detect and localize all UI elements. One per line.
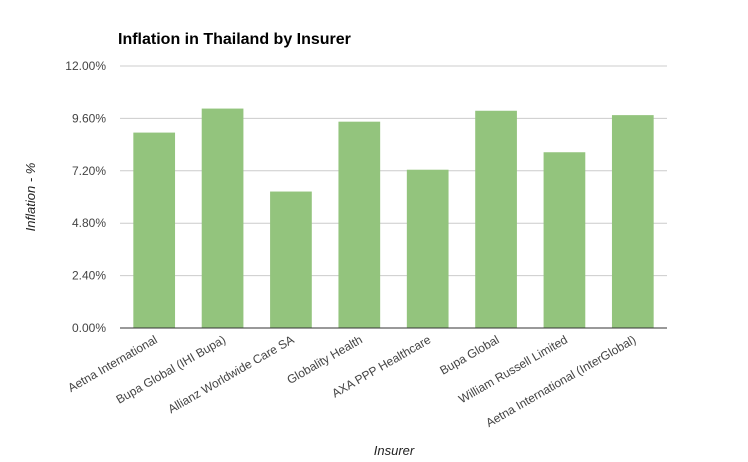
x-tick-label: Bupa Global (437, 332, 501, 377)
bar (270, 191, 312, 328)
bar (543, 152, 586, 328)
chart-title: Inflation in Thailand by Insurer (118, 31, 351, 48)
x-tick-label: Allianz Worldwide Care SA (165, 332, 296, 416)
bars (133, 108, 654, 328)
y-tick-label: 7.20% (72, 164, 106, 178)
bar (133, 132, 176, 328)
bar (406, 169, 449, 328)
x-tick-label: William Russell Limited (456, 332, 570, 406)
bar (338, 121, 381, 328)
bar (201, 108, 244, 328)
y-tick-label: 0.00% (72, 321, 106, 335)
x-axis-title: Insurer (374, 443, 415, 458)
y-axis-ticks: 0.00% 2.40% 4.80% 7.20% 9.60% 12.00% (65, 59, 106, 335)
y-tick-label: 2.40% (72, 269, 106, 283)
x-tick-label: Bupa Global (IHI Bupa) (114, 332, 228, 406)
y-tick-label: 9.60% (72, 111, 106, 125)
bar (475, 110, 517, 328)
y-axis-title: Inflation - % (23, 163, 38, 232)
y-tick-label: 4.80% (72, 216, 106, 230)
bar (611, 115, 654, 328)
y-tick-label: 12.00% (65, 59, 106, 73)
